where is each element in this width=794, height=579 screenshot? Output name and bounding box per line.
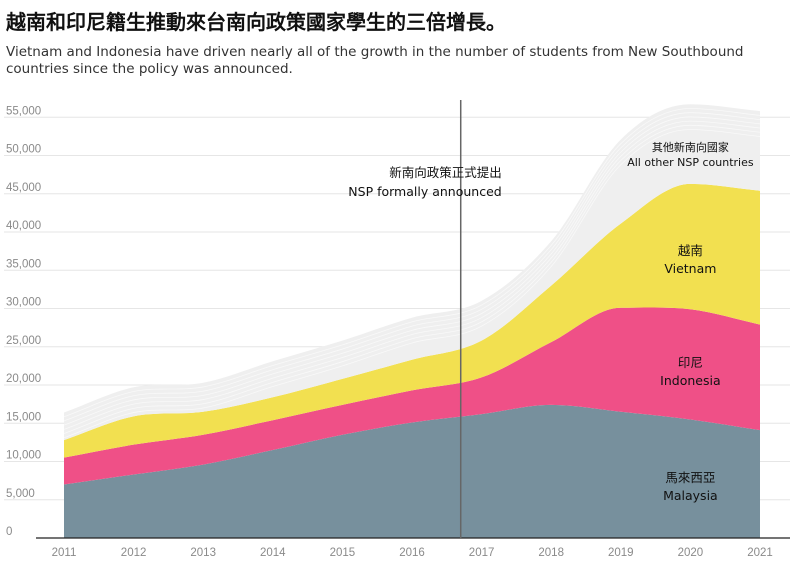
area-malaysia: [64, 404, 760, 538]
area-all-other-nsp-countries: [64, 104, 760, 441]
series-label-en: All other NSP countries: [627, 156, 754, 169]
y-tick-label: 35,000: [6, 258, 41, 270]
y-axis-ticks: 0 5,000 10,000 15,000 20,000 25,000 30,000 35,0…: [6, 105, 41, 538]
y-tick-label: 0: [6, 526, 12, 538]
texture-line: [63, 116, 761, 426]
x-tick-label: 2020: [678, 547, 704, 559]
series-label-zh: 馬來西亞: [665, 470, 715, 485]
chart-subtitle: Vietnam and Indonesia have driven nearly…: [6, 44, 744, 77]
area-series: [63, 104, 761, 538]
chart-title: 越南和印尼籍生推動來台南向政策國家學生的三倍增長。: [6, 10, 506, 34]
texture-line: [63, 112, 761, 422]
series-label-en: Malaysia: [663, 488, 718, 503]
annotation-label-zh: 新南向政策正式提出: [389, 165, 502, 180]
x-tick-label: 2017: [469, 547, 495, 559]
x-tick-label: 2018: [538, 547, 564, 559]
y-tick-label: 55,000: [6, 105, 41, 117]
texture-line: [63, 120, 761, 430]
y-tick-label: 20,000: [6, 373, 41, 385]
texture-line: [63, 129, 761, 439]
x-tick-label: 2014: [260, 547, 286, 559]
y-tick-label: 50,000: [6, 144, 41, 156]
series-label-zh: 其他新南向國家: [652, 140, 729, 154]
series-label-zh: 印尼: [678, 355, 703, 370]
y-tick-label: 15,000: [6, 411, 41, 423]
y-tick-label: 45,000: [6, 182, 41, 194]
x-tick-label: 2011: [52, 547, 77, 559]
y-tick-label: 30,000: [6, 297, 41, 309]
x-axis: 2011 2012 2013 2014 2015 2016 2017 2018 2019 2020…: [36, 537, 790, 559]
x-tick-label: 2021: [747, 547, 773, 559]
series-label-en: Vietnam: [664, 261, 716, 276]
y-tick-label: 25,000: [6, 335, 41, 347]
annotation-label-en: NSP formally announced: [348, 184, 501, 199]
area-vietnam: [64, 183, 760, 458]
x-tick-label: 2012: [121, 547, 147, 559]
x-tick-label: 2013: [190, 547, 216, 559]
area-indonesia: [64, 307, 760, 485]
y-tick-label: 40,000: [6, 220, 41, 232]
annotation: 新南向政策正式提出 NSP formally announced: [348, 100, 502, 538]
series-label-en: Indonesia: [660, 373, 720, 388]
series-labels: 馬來西亞 Malaysia 印尼 Indonesia 越南 Vietnam 其他新南向國家 A…: [627, 140, 754, 503]
x-tick-label: 2016: [399, 547, 425, 559]
texture-line: [63, 124, 761, 434]
texture-line: [63, 108, 761, 418]
y-tick-label: 5,000: [6, 488, 35, 500]
x-tick-label: 2019: [608, 547, 634, 559]
x-tick-label: 2015: [330, 547, 356, 559]
y-tick-label: 10,000: [6, 450, 41, 462]
series-label-zh: 越南: [678, 243, 703, 258]
